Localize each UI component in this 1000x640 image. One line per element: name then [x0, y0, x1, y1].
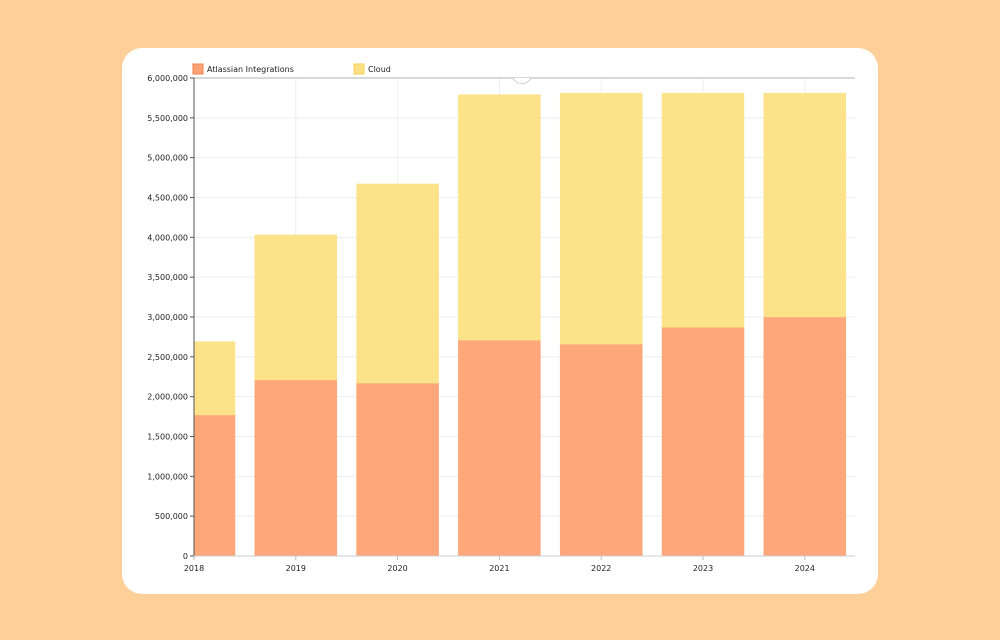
y-tick-label: 2,000,000 [147, 393, 188, 402]
bar-atlassian-integrations-2019 [254, 379, 338, 556]
bar-atlassian-integrations-2020 [356, 382, 439, 556]
legend-swatch-cloud [353, 63, 365, 75]
x-tick-label: 2021 [489, 564, 509, 573]
bar-cloud-2020 [356, 183, 439, 384]
y-tick-label: 3,000,000 [147, 313, 188, 322]
y-tick-label: 4,000,000 [147, 233, 188, 242]
bar-cloud-2021 [458, 94, 541, 341]
legend-label-cloud: Cloud [368, 65, 391, 74]
y-tick-label: 2,500,000 [147, 353, 188, 362]
y-tick-label: 3,500,000 [147, 273, 188, 282]
x-tick-label: 2024 [795, 564, 815, 573]
bar-atlassian-integrations-2022 [559, 343, 643, 556]
y-tick-label: 5,500,000 [147, 114, 188, 123]
bar-atlassian-integrations-2023 [661, 327, 745, 556]
x-tick-label: 2020 [387, 564, 407, 573]
scroll-handle [512, 77, 532, 85]
y-tick-label: 1,500,000 [147, 433, 188, 442]
legend-label-atlassian-integrations: Atlassian Integrations [207, 65, 294, 74]
bar-cloud-2019 [254, 234, 338, 381]
legend-swatch-atlassian-integrations [192, 63, 204, 75]
bar-cloud-2024 [763, 92, 847, 318]
bar-cloud-2022 [559, 92, 643, 345]
x-tick-label: 2018 [184, 564, 204, 573]
y-tick-label: 5,000,000 [147, 154, 188, 163]
y-tick-label: 6,000,000 [147, 74, 188, 83]
bar-cloud-2023 [661, 92, 745, 328]
bar-atlassian-integrations-2024 [763, 316, 847, 556]
x-tick-label: 2023 [693, 564, 713, 573]
bar-atlassian-integrations-2021 [458, 339, 541, 556]
bar-atlassian-integrations-2018 [194, 414, 236, 556]
y-tick-label: 4,500,000 [147, 194, 188, 203]
y-tick-label: 0 [183, 552, 188, 561]
bar-cloud-2018 [194, 341, 236, 416]
x-tick-label: 2022 [591, 564, 611, 573]
y-tick-label: 500,000 [155, 512, 188, 521]
y-tick-label: 1,000,000 [147, 472, 188, 481]
x-tick-label: 2019 [286, 564, 306, 573]
